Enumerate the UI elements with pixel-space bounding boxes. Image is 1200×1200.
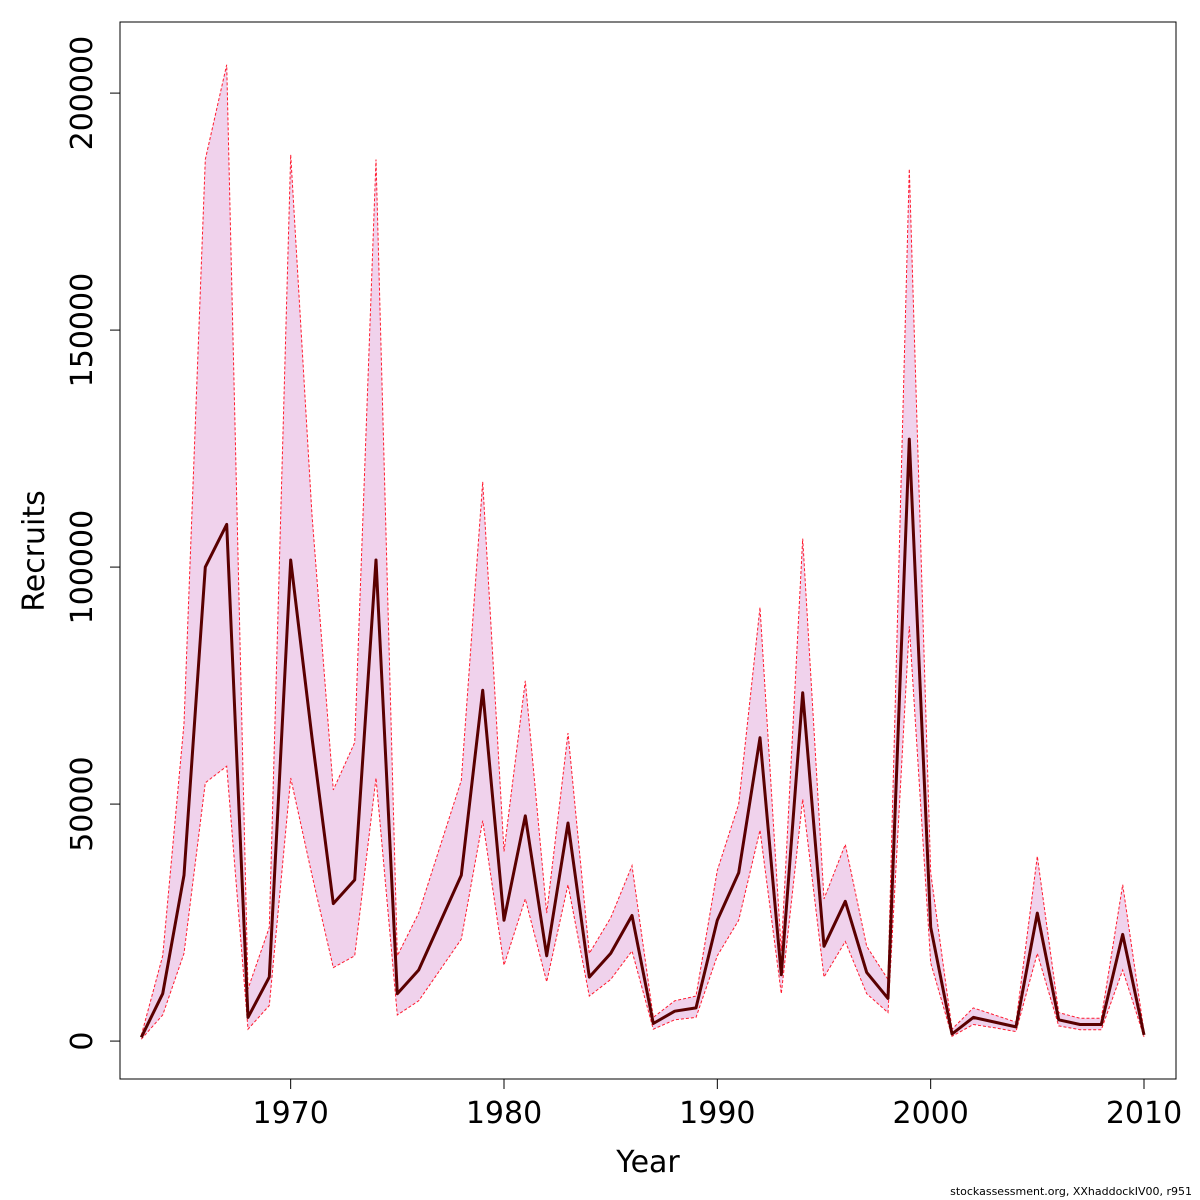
x-axis: 1970 1980 1990 2000 2010 [252, 1078, 1182, 1131]
y-axis-title: Recruits [17, 490, 52, 612]
y-tick-label: 200000 [65, 36, 100, 151]
y-tick-label: 150000 [65, 273, 100, 388]
recruits-series-line [139, 437, 1146, 1038]
plot-frame [119, 21, 1177, 1080]
x-tick-label: 2000 [892, 1096, 968, 1131]
x-tick-label: 2010 [1106, 1096, 1182, 1131]
x-axis-title: Year [615, 1145, 680, 1180]
x-tick-label: 1990 [679, 1096, 755, 1131]
upper-bound-line [140, 64, 1145, 1036]
y-tick-label: 100000 [65, 510, 100, 625]
x-tick-label: 1970 [252, 1096, 328, 1131]
y-axis: 0 50000 100000 150000 200000 [65, 36, 121, 1051]
confidence-band [141, 64, 1145, 1040]
y-tick-label: 50000 [65, 756, 100, 851]
x-tick-label: 1980 [466, 1096, 542, 1131]
footer-credit: stockassessment.org, XXhaddockIV00, r951 [950, 1185, 1192, 1198]
y-tick-label: 0 [65, 1032, 100, 1051]
